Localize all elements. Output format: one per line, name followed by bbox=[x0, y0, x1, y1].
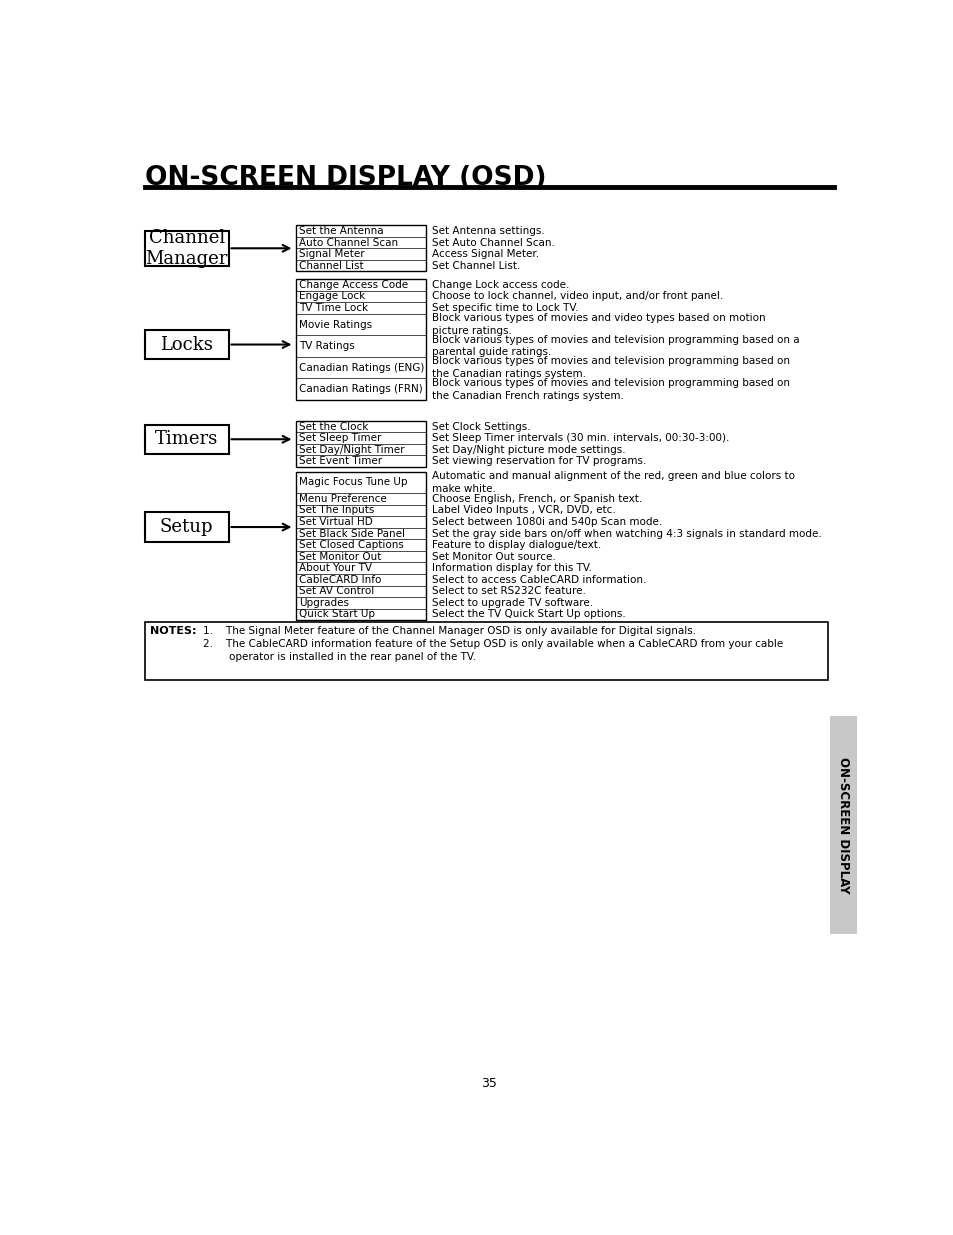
Bar bbox=[295, 421, 426, 467]
Text: 1.    The Signal Meter feature of the Channel Manager OSD is only available for : 1. The Signal Meter feature of the Chann… bbox=[203, 626, 696, 636]
Text: Block various types of movies and television programming based on
the Canadian F: Block various types of movies and televi… bbox=[431, 378, 789, 400]
Text: Menu Preference: Menu Preference bbox=[298, 494, 386, 504]
Text: Set Virtual HD: Set Virtual HD bbox=[298, 517, 373, 527]
Text: Select between 1080i and 540p Scan mode.: Select between 1080i and 540p Scan mode. bbox=[431, 517, 661, 527]
Text: Set Channel List.: Set Channel List. bbox=[431, 261, 519, 270]
Bar bbox=[145, 231, 229, 266]
Text: Set Auto Channel Scan.: Set Auto Channel Scan. bbox=[431, 237, 554, 247]
Bar bbox=[295, 279, 426, 400]
Text: Set Black Side Panel: Set Black Side Panel bbox=[298, 529, 405, 538]
Text: Select the TV Quick Start Up options.: Select the TV Quick Start Up options. bbox=[431, 609, 624, 620]
Text: ON-SCREEN DISPLAY: ON-SCREEN DISPLAY bbox=[836, 757, 849, 893]
Text: Set the Antenna: Set the Antenna bbox=[298, 226, 383, 236]
Text: Change Lock access code.: Change Lock access code. bbox=[431, 280, 568, 290]
Text: Quick Start Up: Quick Start Up bbox=[298, 609, 375, 620]
Text: TV Time Lock: TV Time Lock bbox=[298, 303, 368, 312]
Text: Block various types of movies and television programming based on
the Canadian r: Block various types of movies and televi… bbox=[431, 356, 789, 379]
Text: Channel
Manager: Channel Manager bbox=[146, 228, 228, 268]
Text: Set AV Control: Set AV Control bbox=[298, 587, 374, 597]
Text: Canadian Ratings (ENG): Canadian Ratings (ENG) bbox=[298, 363, 424, 373]
Text: Engage Lock: Engage Lock bbox=[298, 291, 365, 301]
Text: Set the Clock: Set the Clock bbox=[298, 421, 368, 431]
Bar bbox=[145, 330, 229, 359]
Text: Canadian Ratings (FRN): Canadian Ratings (FRN) bbox=[298, 384, 422, 394]
Text: Set the gray side bars on/off when watching 4:3 signals in standard mode.: Set the gray side bars on/off when watch… bbox=[431, 529, 821, 538]
Text: Feature to display dialogue/text.: Feature to display dialogue/text. bbox=[431, 540, 600, 550]
Text: Movie Ratings: Movie Ratings bbox=[298, 320, 372, 330]
Text: Set Monitor Out: Set Monitor Out bbox=[298, 552, 381, 562]
Text: Block various types of movies and video types based on motion
picture ratings.: Block various types of movies and video … bbox=[431, 314, 764, 336]
Text: Label Video Inputs , VCR, DVD, etc.: Label Video Inputs , VCR, DVD, etc. bbox=[431, 505, 615, 515]
Text: Signal Meter: Signal Meter bbox=[298, 249, 364, 259]
Bar bbox=[145, 513, 229, 542]
Bar bbox=[829, 716, 856, 934]
Text: Set Event Timer: Set Event Timer bbox=[298, 456, 382, 466]
Text: Block various types of movies and television programming based on a
parental gui: Block various types of movies and televi… bbox=[431, 335, 799, 357]
Text: Locks: Locks bbox=[160, 336, 213, 353]
Text: Set specific time to Lock TV.: Set specific time to Lock TV. bbox=[431, 303, 578, 312]
Text: Set Day/Night picture mode settings.: Set Day/Night picture mode settings. bbox=[431, 445, 624, 454]
Text: Set Antenna settings.: Set Antenna settings. bbox=[431, 226, 544, 236]
Text: Setup: Setup bbox=[160, 517, 213, 536]
Text: TV Ratings: TV Ratings bbox=[298, 341, 355, 351]
Text: Set Sleep Timer: Set Sleep Timer bbox=[298, 433, 381, 443]
Text: NOTES:: NOTES: bbox=[150, 626, 196, 636]
Text: Timers: Timers bbox=[155, 430, 218, 448]
Text: Choose to lock channel, video input, and/or front panel.: Choose to lock channel, video input, and… bbox=[431, 291, 722, 301]
Text: ON-SCREEN DISPLAY (OSD): ON-SCREEN DISPLAY (OSD) bbox=[145, 165, 546, 191]
Bar bbox=[295, 225, 426, 272]
Text: Set Day/Night Timer: Set Day/Night Timer bbox=[298, 445, 404, 454]
Text: Select to upgrade TV software.: Select to upgrade TV software. bbox=[431, 598, 592, 608]
Text: Set viewing reservation for TV programs.: Set viewing reservation for TV programs. bbox=[431, 456, 645, 466]
Bar bbox=[145, 425, 229, 454]
Text: Auto Channel Scan: Auto Channel Scan bbox=[298, 237, 397, 247]
Text: Choose English, French, or Spanish text.: Choose English, French, or Spanish text. bbox=[431, 494, 641, 504]
Text: 35: 35 bbox=[480, 1077, 497, 1091]
Text: CableCARD Info: CableCARD Info bbox=[298, 574, 381, 585]
Text: Set Monitor Out source.: Set Monitor Out source. bbox=[431, 552, 555, 562]
Text: 2.    The CableCARD information feature of the Setup OSD is only available when : 2. The CableCARD information feature of … bbox=[203, 638, 782, 662]
Bar bbox=[145, 621, 827, 679]
Text: Select to access CableCARD information.: Select to access CableCARD information. bbox=[431, 574, 645, 585]
Text: Select to set RS232C feature.: Select to set RS232C feature. bbox=[431, 587, 585, 597]
Text: Magic Focus Tune Up: Magic Focus Tune Up bbox=[298, 478, 407, 488]
Text: Upgrades: Upgrades bbox=[298, 598, 349, 608]
Text: Set Closed Captions: Set Closed Captions bbox=[298, 540, 403, 550]
Text: Access Signal Meter.: Access Signal Meter. bbox=[431, 249, 538, 259]
Text: Change Access Code: Change Access Code bbox=[298, 280, 408, 290]
Text: Channel List: Channel List bbox=[298, 261, 363, 270]
Text: Set Sleep Timer intervals (30 min. intervals, 00:30-3:00).: Set Sleep Timer intervals (30 min. inter… bbox=[431, 433, 728, 443]
Text: Automatic and manual alignment of the red, green and blue colors to
make white.: Automatic and manual alignment of the re… bbox=[431, 471, 794, 494]
Text: About Your TV: About Your TV bbox=[298, 563, 372, 573]
Text: Information display for this TV.: Information display for this TV. bbox=[431, 563, 591, 573]
Text: Set The Inputs: Set The Inputs bbox=[298, 505, 374, 515]
Text: Set Clock Settings.: Set Clock Settings. bbox=[431, 421, 530, 431]
Bar bbox=[295, 472, 426, 620]
